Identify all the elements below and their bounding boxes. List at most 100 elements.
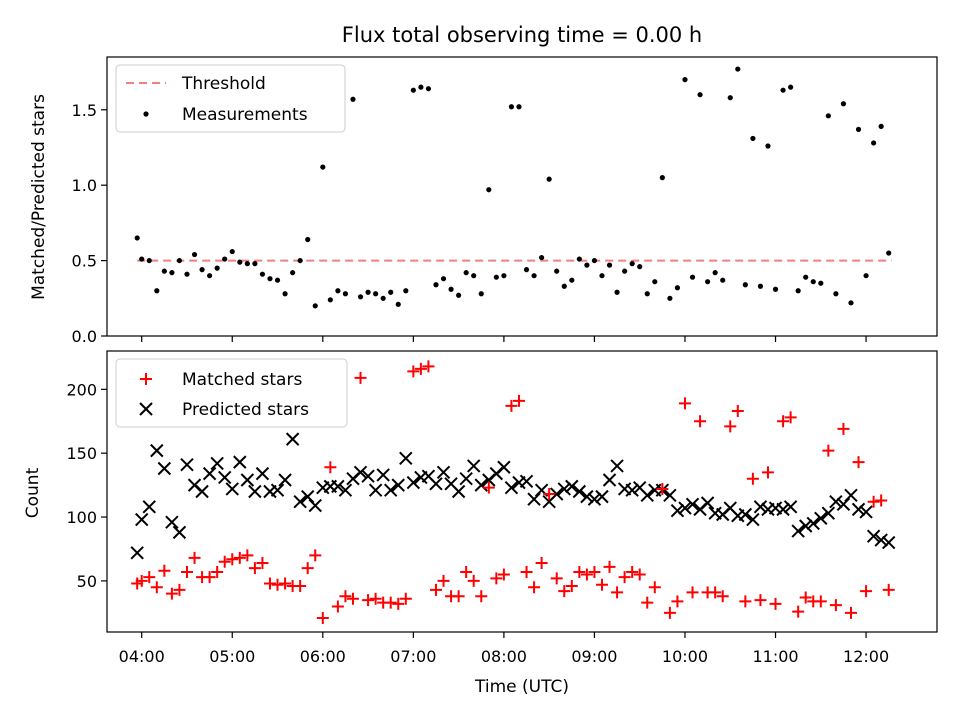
measurement-point bbox=[554, 268, 560, 274]
legend-measurements-label: Measurements bbox=[182, 105, 308, 125]
matched-star-point bbox=[550, 572, 563, 585]
matched-star-point bbox=[173, 583, 186, 596]
bottom-y-tick-label: 100 bbox=[66, 508, 97, 527]
predicted-star-point bbox=[240, 473, 255, 487]
predicted-star-point bbox=[572, 484, 587, 499]
measurement-point bbox=[508, 104, 515, 110]
predicted-star-point bbox=[130, 546, 144, 560]
bottom-x-ticks: 04:00 05:00 06:00 07:00 08:00 09:00 10:00 11:00… bbox=[119, 632, 889, 666]
predicted-star-point bbox=[504, 480, 519, 495]
predicted-star-point bbox=[640, 488, 654, 503]
matched-star-point bbox=[482, 481, 495, 494]
matched-star-point bbox=[233, 551, 246, 564]
measurement-point bbox=[259, 271, 266, 277]
predicted-star-point bbox=[866, 529, 881, 543]
matched-star-point bbox=[588, 565, 601, 578]
measurement-point bbox=[659, 175, 665, 181]
measurement-point bbox=[395, 301, 401, 307]
measurement-point bbox=[222, 256, 228, 262]
matched-star-point bbox=[535, 557, 548, 570]
matched-star-point bbox=[414, 362, 427, 375]
measurement-point bbox=[305, 236, 311, 243]
measurement-point bbox=[637, 264, 643, 270]
matched-star-point bbox=[180, 565, 193, 578]
measurement-point bbox=[282, 291, 288, 297]
predicted-star-point bbox=[436, 465, 451, 480]
measurement-point bbox=[486, 187, 492, 193]
matched-star-point bbox=[512, 394, 525, 407]
matched-star-point bbox=[309, 549, 322, 562]
measurement-point bbox=[606, 262, 613, 268]
measurement-point bbox=[161, 268, 167, 274]
measurement-point bbox=[297, 257, 303, 264]
matched-star-point bbox=[558, 585, 571, 598]
matched-star-point bbox=[362, 594, 375, 607]
measurement-point bbox=[478, 291, 484, 297]
measurement-point bbox=[644, 291, 650, 297]
matched-star-point bbox=[467, 574, 480, 587]
x-axis-label: Time (UTC) bbox=[474, 677, 569, 697]
matched-star-point bbox=[769, 597, 782, 610]
matched-star-point bbox=[694, 415, 707, 428]
predicted-star-point bbox=[550, 487, 564, 501]
predicted-star-point bbox=[467, 459, 481, 473]
matched-star-point bbox=[407, 365, 420, 378]
matched-star-point bbox=[844, 606, 857, 619]
matched-star-point bbox=[852, 456, 865, 469]
matched-star-point bbox=[339, 590, 352, 603]
matched-star-point bbox=[248, 562, 261, 575]
predicted-star-point bbox=[361, 469, 375, 483]
matched-star-point bbox=[324, 461, 337, 474]
measurement-point bbox=[214, 265, 220, 271]
matched-star-point bbox=[716, 590, 729, 603]
measurement-point bbox=[191, 251, 198, 258]
matched-star-point bbox=[135, 574, 148, 587]
predicted-star-point bbox=[391, 478, 405, 492]
matched-star-point bbox=[263, 577, 276, 590]
top-y-tick-label: 0.5 bbox=[72, 252, 97, 271]
measurement-point bbox=[357, 294, 364, 300]
predicted-star-point bbox=[685, 497, 700, 511]
legend-threshold-label: Threshold bbox=[181, 74, 266, 94]
measurement-point bbox=[561, 283, 567, 289]
predicted-star-point bbox=[474, 478, 488, 492]
bottom-y-tick-label: 200 bbox=[66, 380, 97, 399]
measurement-point bbox=[531, 273, 537, 279]
matched-star-point bbox=[497, 568, 510, 581]
predicted-star-point bbox=[210, 456, 224, 471]
matched-star-point bbox=[279, 577, 292, 590]
predicted-star-point bbox=[678, 501, 692, 515]
measurement-point bbox=[614, 289, 620, 295]
matched-star-point bbox=[429, 583, 442, 596]
predicted-star-point bbox=[497, 460, 511, 474]
measurement-point bbox=[569, 277, 575, 283]
predicted-star-point bbox=[459, 472, 473, 486]
predicted-star-point bbox=[580, 489, 594, 504]
measurement-point bbox=[516, 104, 522, 110]
predicted-star-point bbox=[519, 474, 534, 488]
bottom-y-tick-label: 150 bbox=[66, 444, 97, 463]
matched-star-point bbox=[799, 591, 812, 604]
measurement-point bbox=[720, 277, 726, 283]
measurement-point bbox=[689, 274, 696, 280]
predicted-star-point bbox=[248, 484, 262, 499]
predicted-star-point bbox=[753, 500, 768, 514]
measurement-point bbox=[622, 268, 628, 274]
predicted-star-point bbox=[293, 495, 307, 509]
matched-star-point bbox=[346, 592, 359, 605]
matched-star-point bbox=[648, 581, 661, 594]
matched-star-point bbox=[875, 494, 888, 507]
matched-star-point bbox=[746, 472, 759, 485]
measurement-point bbox=[810, 279, 816, 285]
predicted-star-point bbox=[821, 506, 836, 520]
x-tick-label: 09:00 bbox=[571, 647, 617, 666]
matched-star-point bbox=[671, 595, 684, 608]
measurement-point bbox=[803, 274, 809, 280]
measurement-point bbox=[320, 164, 326, 170]
matched-star-point bbox=[882, 583, 895, 596]
bottom-y-tick-label: 50 bbox=[77, 572, 97, 591]
matched-star-point bbox=[754, 594, 767, 607]
predicted-star-point bbox=[738, 507, 753, 522]
matched-star-point bbox=[573, 565, 586, 578]
predicted-star-point bbox=[218, 470, 232, 485]
